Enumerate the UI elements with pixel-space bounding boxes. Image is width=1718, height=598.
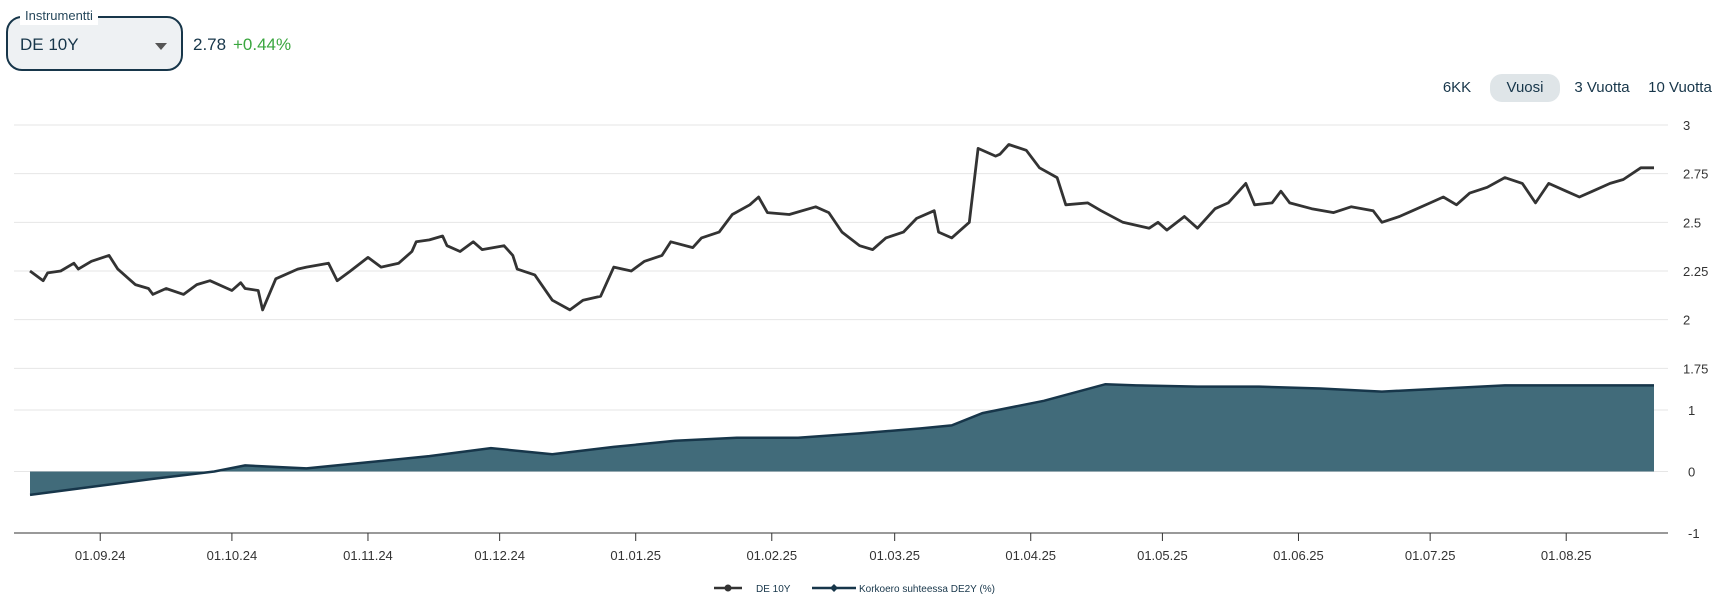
x-tick-label: 01.07.25 <box>1405 548 1456 563</box>
x-tick-label: 01.10.24 <box>207 548 258 563</box>
legend-label-spread: Korkoero suhteessa DE2Y (%) <box>859 584 995 595</box>
instrument-select-label: Instrumentti <box>20 7 98 25</box>
spread-area-line <box>29 382 1654 497</box>
x-tick-label: 01.06.25 <box>1273 548 1324 563</box>
legend-marker-de10y <box>724 584 732 592</box>
x-tick-label: 01.02.25 <box>746 548 797 563</box>
instrument-select-value: DE 10Y <box>20 35 79 54</box>
de10y-line <box>29 143 1654 312</box>
range-6kk-button[interactable]: 6KK <box>1442 79 1472 96</box>
y-tick-label: 2.5 <box>1683 215 1701 230</box>
y-tick-label: 2.25 <box>1683 264 1708 279</box>
x-tick-label: 01.05.25 <box>1137 548 1188 563</box>
range-10-vuotta-button[interactable]: 10 Vuotta <box>1648 79 1712 96</box>
x-tick-label: 01.04.25 <box>1005 548 1056 563</box>
x-tick-label: 01.03.25 <box>869 548 920 563</box>
x-tick-label: 01.01.25 <box>610 548 661 563</box>
spread-area <box>30 384 1654 495</box>
quote-change: +0.44% <box>233 35 292 54</box>
x-tick-label: 01.09.24 <box>75 548 126 563</box>
y-tick-label: -1 <box>1688 526 1700 541</box>
range-3-vuotta-button[interactable]: 3 Vuotta <box>1574 79 1630 96</box>
y-tick-label: 0 <box>1688 465 1695 480</box>
x-tick-label: 01.08.25 <box>1541 548 1592 563</box>
legend-marker-spread <box>830 584 838 592</box>
y-tick-label: 1.75 <box>1683 361 1708 376</box>
chevron-down-icon <box>155 43 167 50</box>
quote-price: 2.78 <box>193 35 227 54</box>
x-tick-label: 01.12.24 <box>474 548 525 563</box>
y-tick-label: 3 <box>1683 118 1690 133</box>
range-vuosi-button[interactable]: Vuosi <box>1490 74 1560 102</box>
instrument-select[interactable]: Instrumentti DE 10Y <box>6 7 183 71</box>
y-tick-label: 2 <box>1683 313 1690 328</box>
legend-label-de10y: DE 10Y <box>756 584 791 595</box>
y-tick-label: 1 <box>1688 403 1695 418</box>
y-tick-label: 2.75 <box>1683 167 1708 182</box>
x-tick-label: 01.11.24 <box>343 548 393 563</box>
